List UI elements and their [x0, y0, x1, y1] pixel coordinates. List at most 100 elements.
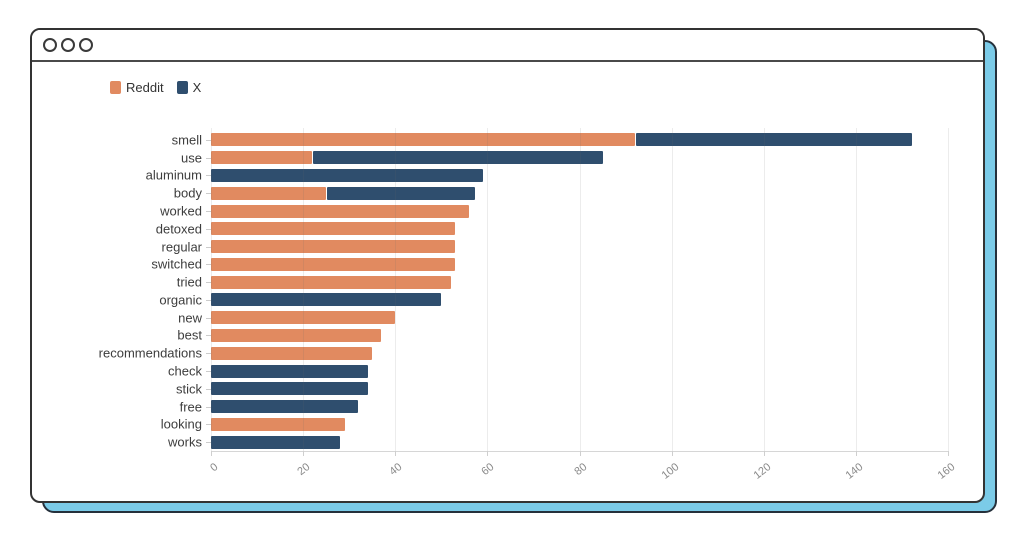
y-tick-mark [206, 424, 211, 426]
stacked-bar [211, 364, 368, 378]
chart-row: check [168, 362, 948, 380]
category-label: works [168, 434, 202, 450]
y-tick-mark [206, 193, 211, 195]
category-label: regular [161, 239, 202, 255]
y-tick-mark [206, 299, 211, 301]
bar-segment-x[interactable] [211, 382, 368, 396]
bar-segment-reddit[interactable] [211, 222, 456, 236]
x-tick-label: 80 [571, 461, 589, 478]
x-tick-mark [671, 451, 673, 456]
x-tick-mark [211, 451, 212, 456]
stacked-bar [211, 133, 913, 147]
stacked-bar [211, 293, 442, 307]
stacked-bar [211, 257, 456, 271]
bar-segment-reddit[interactable] [211, 417, 345, 431]
x-tick-mark [487, 451, 489, 456]
bar-segment-x[interactable] [313, 151, 604, 165]
chart-legend: Reddit X [110, 80, 201, 95]
category-label: looking [160, 416, 202, 432]
bar-rows: smell use aluminum body worked detoxed regular… [99, 131, 948, 451]
bar-segment-x[interactable] [211, 168, 483, 182]
stacked-bar [211, 400, 359, 414]
y-tick-mark [206, 388, 211, 390]
bar-segment-x[interactable] [327, 186, 475, 200]
y-tick-mark [206, 335, 211, 337]
window-button-3[interactable] [79, 38, 93, 52]
window-button-2[interactable] [61, 38, 75, 52]
category-label: new [178, 310, 202, 326]
y-tick-mark [206, 406, 211, 408]
x-axis: 0 20 40 60 80 100 120 140 160 [208, 451, 957, 521]
y-tick-mark [206, 353, 211, 355]
category-label: free [179, 399, 202, 415]
chart-row: switched [151, 255, 948, 273]
bar-segment-x[interactable] [211, 364, 368, 378]
bar-segment-reddit[interactable] [211, 240, 456, 254]
bar-segment-reddit[interactable] [211, 151, 313, 165]
chart-row: works [168, 433, 948, 451]
window-titlebar [32, 30, 983, 62]
y-tick-mark [206, 139, 211, 141]
category-label: organic [159, 292, 202, 308]
chart-row: organic [159, 291, 948, 309]
x-tick-label: 0 [208, 461, 221, 475]
y-tick-mark [206, 371, 211, 373]
bar-segment-reddit[interactable] [211, 311, 396, 325]
stacked-bar [211, 204, 469, 218]
category-label: recommendations [98, 345, 202, 361]
stacked-bar [211, 382, 368, 396]
legend-label: Reddit [126, 80, 164, 95]
y-tick-mark [206, 442, 211, 444]
bar-segment-x[interactable] [211, 293, 442, 307]
chart-row: tried [177, 273, 948, 291]
bar-segment-x[interactable] [211, 400, 359, 414]
y-tick-mark [206, 228, 211, 230]
chart-row: worked [160, 202, 948, 220]
chart-row: smell [172, 131, 948, 149]
legend-item-x[interactable]: X [176, 80, 201, 95]
x-tick-label: 140 [843, 461, 866, 482]
stacked-bar [211, 346, 373, 360]
chart-row: looking [161, 416, 948, 434]
bar-segment-reddit[interactable] [211, 133, 635, 147]
bar-segment-reddit[interactable] [211, 186, 327, 200]
category-label: aluminum [145, 167, 202, 183]
window-button-1[interactable] [43, 38, 57, 52]
stacked-bar [211, 275, 451, 289]
x-tick-mark [303, 451, 305, 456]
stacked-bar [211, 435, 340, 449]
legend-item-reddit[interactable]: Reddit [110, 80, 164, 95]
bar-segment-x[interactable] [635, 133, 913, 147]
chart-row: regular [162, 238, 948, 256]
x-tick-mark [579, 451, 581, 456]
chart-row: free [180, 398, 948, 416]
bar-segment-reddit[interactable] [211, 328, 382, 342]
y-tick-mark [206, 282, 211, 284]
stacked-bar [211, 151, 604, 165]
x-tick-label: 120 [751, 461, 774, 482]
x-tick-mark [763, 451, 765, 456]
y-tick-mark [206, 175, 211, 177]
chart-row: body [174, 184, 948, 202]
category-label: detoxed [155, 221, 202, 237]
stacked-bar [211, 186, 475, 200]
category-label: body [173, 185, 202, 201]
stacked-bar [211, 222, 456, 236]
y-tick-mark [206, 317, 211, 319]
stacked-bar [211, 240, 456, 254]
browser-window: Reddit X smell use aluminum body worked detoxe… [30, 28, 985, 503]
bar-segment-reddit[interactable] [211, 257, 456, 271]
chart-row: best [177, 327, 948, 345]
legend-swatch-icon [110, 81, 121, 94]
y-tick-mark [206, 157, 211, 159]
chart-row: stick [176, 380, 948, 398]
bar-segment-reddit[interactable] [211, 346, 373, 360]
x-tick-label: 60 [479, 461, 497, 478]
plot-area: smell use aluminum body worked detoxed regular… [99, 128, 957, 482]
bar-segment-x[interactable] [211, 435, 340, 449]
chart-row: new [178, 309, 948, 327]
y-tick-mark [206, 211, 211, 213]
bar-segment-reddit[interactable] [211, 275, 451, 289]
bar-segment-reddit[interactable] [211, 204, 469, 218]
x-tick-mark [855, 451, 857, 456]
